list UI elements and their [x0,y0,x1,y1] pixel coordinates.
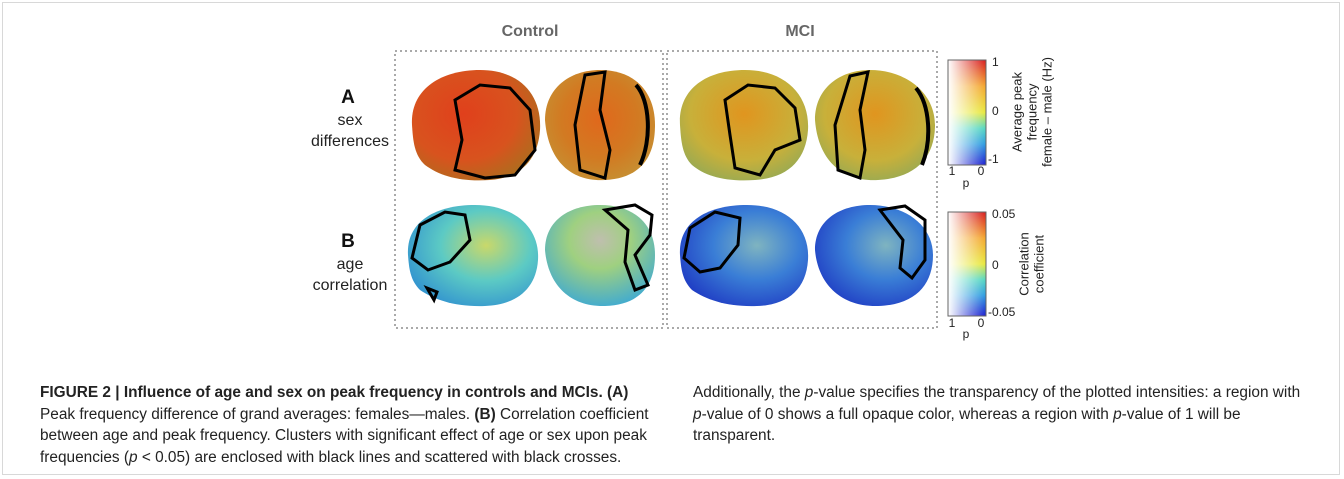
caption-text: -value of 1 will be transparent. [693,405,1241,445]
colorbar-fade [947,59,987,166]
figure: Control MCI A sex differences B age corr… [311,23,1054,341]
row-label: correlation [313,277,388,294]
brain-image [545,70,655,181]
p-label: p [963,327,970,341]
colorbar-title: Correlation [1016,232,1031,296]
brain-image [679,205,809,307]
caption-italic: p [693,405,702,423]
caption: FIGURE 2 | Influence of age and sex on p… [40,382,1302,468]
p-label: p [963,176,970,190]
panel-box [394,50,664,329]
row-letter: B [341,231,355,252]
brain-image [407,205,539,307]
brain-image [545,203,655,307]
p-tick: 1 [949,164,956,178]
brain-image [411,70,541,181]
caption-title: FIGURE 2 | Influence of age and sex on p… [40,384,603,401]
colorbar-title: Average peak [1009,72,1024,152]
brain-image [815,70,935,181]
colorbar-tick: -1 [988,152,999,166]
caption-italic: p [804,384,814,401]
colorbar-fade [947,211,987,317]
brain-image [815,204,933,307]
p-tick: 1 [949,316,956,330]
row-label: differences [311,133,389,150]
caption-italic: p [128,448,138,466]
caption-text: < 0.05) are enclosed with black lines an… [137,384,805,466]
colorbar-title: coefficient [1031,234,1046,293]
caption-text: Clusters with significant effect of age … [40,427,647,466]
colorbar-tick: 0 [992,104,999,118]
caption-text: Correlation coefficient between age and … [40,405,649,445]
p-tick: 0 [978,164,985,178]
colorbar-tick: 1 [992,55,999,69]
caption-text: -value of 0 shows a full opaque color, w… [701,405,1114,423]
colorbar-tick: 0 [992,258,999,272]
column-title: MCI [785,23,814,40]
colorbar-tick: 0.05 [992,207,1016,221]
p-tick: 0 [978,316,985,330]
colorbar-title: female – male (Hz) [1039,57,1054,167]
panel-marker: (A) [607,384,629,401]
row-label: age [337,256,364,273]
caption-text: -value specifies the transparency of the… [813,384,1301,401]
brain-image [679,70,809,181]
colorbar-tick: -0.05 [988,305,1016,319]
caption-text: Peak frequency difference of grand avera… [40,405,471,423]
colorbar-title: frequency [1024,83,1039,141]
caption-italic: p [1113,405,1122,423]
panel-box [666,50,938,329]
row-letter: A [341,87,355,108]
column-title: Control [502,23,559,40]
row-label: sex [338,112,363,129]
panel-marker: (B) [474,405,496,423]
